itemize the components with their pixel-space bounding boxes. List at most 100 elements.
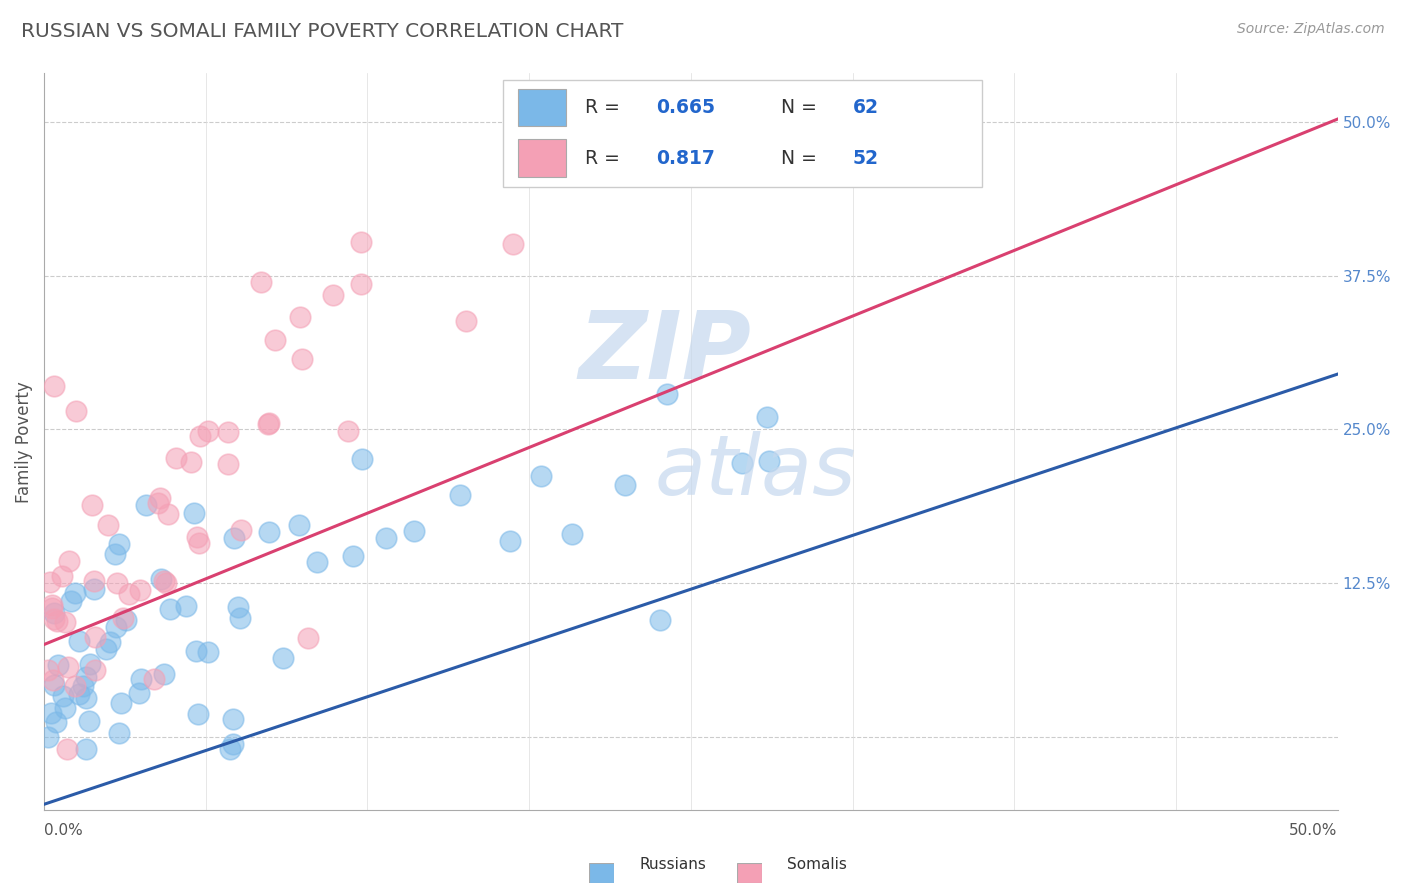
- Point: [291, 352, 314, 367]
- Point: [108, 536, 131, 550]
- Point: [159, 601, 181, 615]
- Point: [352, 452, 374, 467]
- Point: [402, 524, 425, 538]
- Point: [148, 495, 170, 509]
- Point: [183, 506, 205, 520]
- Text: RUSSIAN VS SOMALI FAMILY POVERTY CORRELATION CHART: RUSSIAN VS SOMALI FAMILY POVERTY CORRELA…: [21, 22, 623, 41]
- Point: [188, 429, 211, 443]
- Point: [58, 554, 80, 568]
- Point: [499, 533, 522, 548]
- Point: [52, 689, 75, 703]
- Point: [186, 530, 208, 544]
- Point: [129, 672, 152, 686]
- Point: [98, 635, 121, 649]
- Point: [350, 235, 373, 249]
- Point: [224, 532, 246, 546]
- Text: Somalis: Somalis: [787, 857, 848, 872]
- Point: [229, 610, 252, 624]
- Point: [83, 663, 105, 677]
- Point: [271, 650, 294, 665]
- Point: [297, 631, 319, 645]
- Point: [55, 701, 77, 715]
- Point: [305, 555, 328, 569]
- Point: [165, 450, 187, 465]
- Point: [42, 606, 65, 620]
- Point: [217, 458, 239, 472]
- Point: [290, 310, 312, 324]
- Point: [731, 456, 754, 470]
- Point: [41, 598, 63, 612]
- Point: [77, 714, 100, 728]
- Text: Russians: Russians: [640, 857, 707, 872]
- Point: [613, 478, 636, 492]
- Point: [83, 574, 105, 589]
- Point: [142, 672, 165, 686]
- Point: [44, 612, 66, 626]
- Text: ZIP: ZIP: [578, 307, 751, 400]
- Point: [44, 379, 66, 393]
- Point: [264, 334, 287, 348]
- Point: [221, 712, 243, 726]
- Point: [226, 599, 249, 614]
- Point: [38, 574, 60, 589]
- Point: [42, 678, 65, 692]
- Point: [42, 673, 65, 687]
- Point: [197, 645, 219, 659]
- Point: [82, 498, 104, 512]
- Point: [128, 686, 150, 700]
- Text: Source: ZipAtlas.com: Source: ZipAtlas.com: [1237, 22, 1385, 37]
- Point: [322, 288, 344, 302]
- Point: [180, 454, 202, 468]
- Point: [561, 527, 583, 541]
- Point: [118, 587, 141, 601]
- Point: [288, 517, 311, 532]
- Point: [45, 614, 67, 628]
- Point: [75, 742, 97, 756]
- Text: 50.0%: 50.0%: [1289, 822, 1337, 838]
- Y-axis label: Family Poverty: Family Poverty: [15, 381, 32, 502]
- Point: [75, 670, 97, 684]
- Point: [157, 508, 180, 522]
- Point: [222, 737, 245, 751]
- Point: [79, 657, 101, 672]
- Point: [108, 726, 131, 740]
- Point: [152, 574, 174, 588]
- Point: [756, 410, 779, 425]
- Point: [257, 524, 280, 539]
- Point: [111, 611, 134, 625]
- Point: [53, 615, 76, 629]
- Point: [337, 424, 360, 438]
- Point: [67, 634, 90, 648]
- Point: [648, 613, 671, 627]
- Point: [114, 613, 136, 627]
- Point: [45, 715, 67, 730]
- Point: [41, 706, 63, 721]
- Point: [342, 549, 364, 563]
- Text: 0.0%: 0.0%: [44, 822, 83, 838]
- Point: [375, 531, 398, 545]
- Point: [41, 601, 63, 615]
- Point: [60, 593, 83, 607]
- Point: [51, 569, 73, 583]
- Point: [197, 425, 219, 439]
- Point: [46, 658, 69, 673]
- Point: [83, 582, 105, 596]
- Point: [110, 696, 132, 710]
- Point: [187, 536, 209, 550]
- Point: [55, 742, 77, 756]
- Point: [84, 630, 107, 644]
- Point: [456, 314, 478, 328]
- Point: [72, 679, 94, 693]
- Point: [231, 523, 253, 537]
- Point: [217, 425, 239, 439]
- Point: [56, 660, 79, 674]
- Point: [150, 572, 173, 586]
- Point: [97, 518, 120, 533]
- Point: [75, 691, 97, 706]
- Point: [250, 275, 273, 289]
- Point: [104, 620, 127, 634]
- Point: [155, 576, 177, 591]
- Point: [218, 742, 240, 756]
- Text: atlas: atlas: [655, 431, 856, 512]
- Point: [37, 663, 59, 677]
